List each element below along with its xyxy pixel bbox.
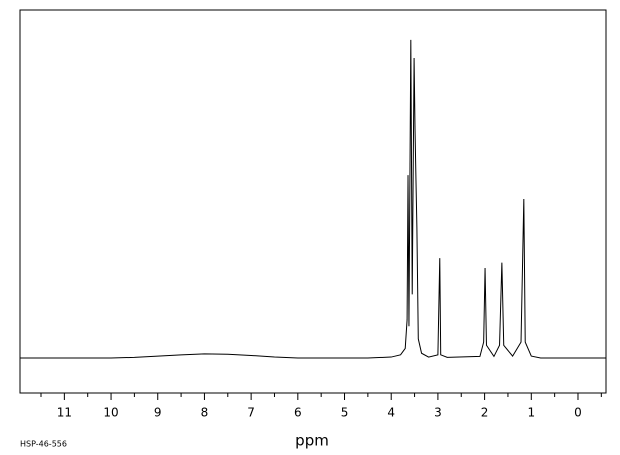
x-tick-label: 2 bbox=[481, 406, 489, 420]
x-axis-label: ppm bbox=[295, 432, 329, 450]
x-tick-label: 1 bbox=[527, 406, 535, 420]
x-tick-label: 10 bbox=[103, 406, 118, 420]
x-tick-label: 9 bbox=[154, 406, 162, 420]
x-tick-label: 6 bbox=[294, 406, 302, 420]
x-tick-label: 4 bbox=[387, 406, 395, 420]
x-tick-label: 11 bbox=[57, 406, 72, 420]
x-tick-label: 0 bbox=[574, 406, 582, 420]
plot-frame bbox=[19, 9, 607, 394]
x-tick-label: 8 bbox=[201, 406, 209, 420]
x-tick-label: 7 bbox=[247, 406, 255, 420]
spectrum-line bbox=[20, 39, 606, 359]
footnote: HSP-46-556 bbox=[20, 440, 67, 449]
x-tick-label: 5 bbox=[341, 406, 349, 420]
x-tick-label: 3 bbox=[434, 406, 442, 420]
